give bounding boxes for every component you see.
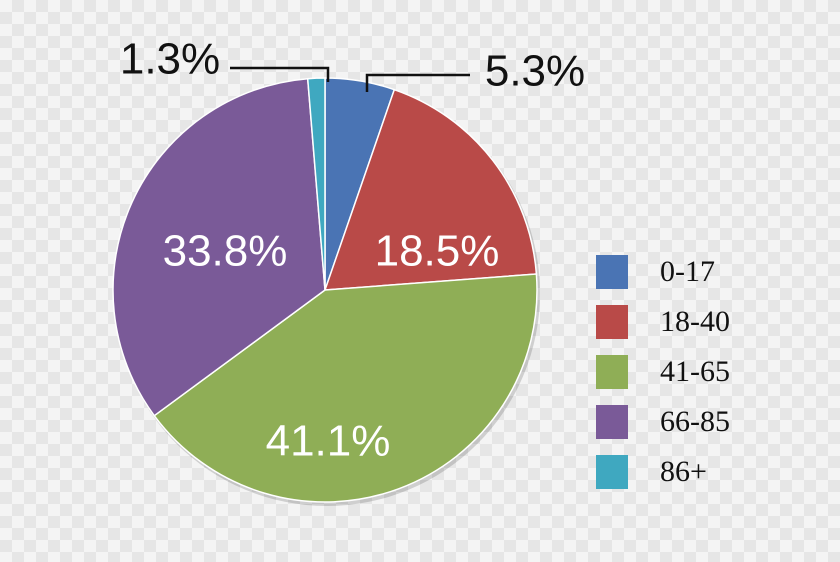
pie-slice [153,273,538,503]
legend-swatch [596,255,628,289]
pie-slice [306,77,326,291]
pie-slice [112,77,326,417]
value-label: 33.8% [163,227,288,276]
leader-line [365,73,470,92]
legend-swatch [596,355,628,389]
value-label: 5.3% [485,47,585,96]
value-label: 1.3% [120,35,220,84]
value-label: 18.5% [375,227,500,276]
pie-slice [323,88,538,291]
legend-label: 0-17 [660,255,715,288]
leader-line [230,66,330,82]
legend-label: 66-85 [660,405,730,438]
legend-label: 18-40 [660,305,730,338]
legend-label: 86+ [660,455,707,488]
legend-swatch [596,405,628,439]
legend-label: 41-65 [660,355,730,388]
legend-swatch [596,305,628,339]
value-label: 41.1% [266,417,391,466]
legend-swatch [596,455,628,489]
